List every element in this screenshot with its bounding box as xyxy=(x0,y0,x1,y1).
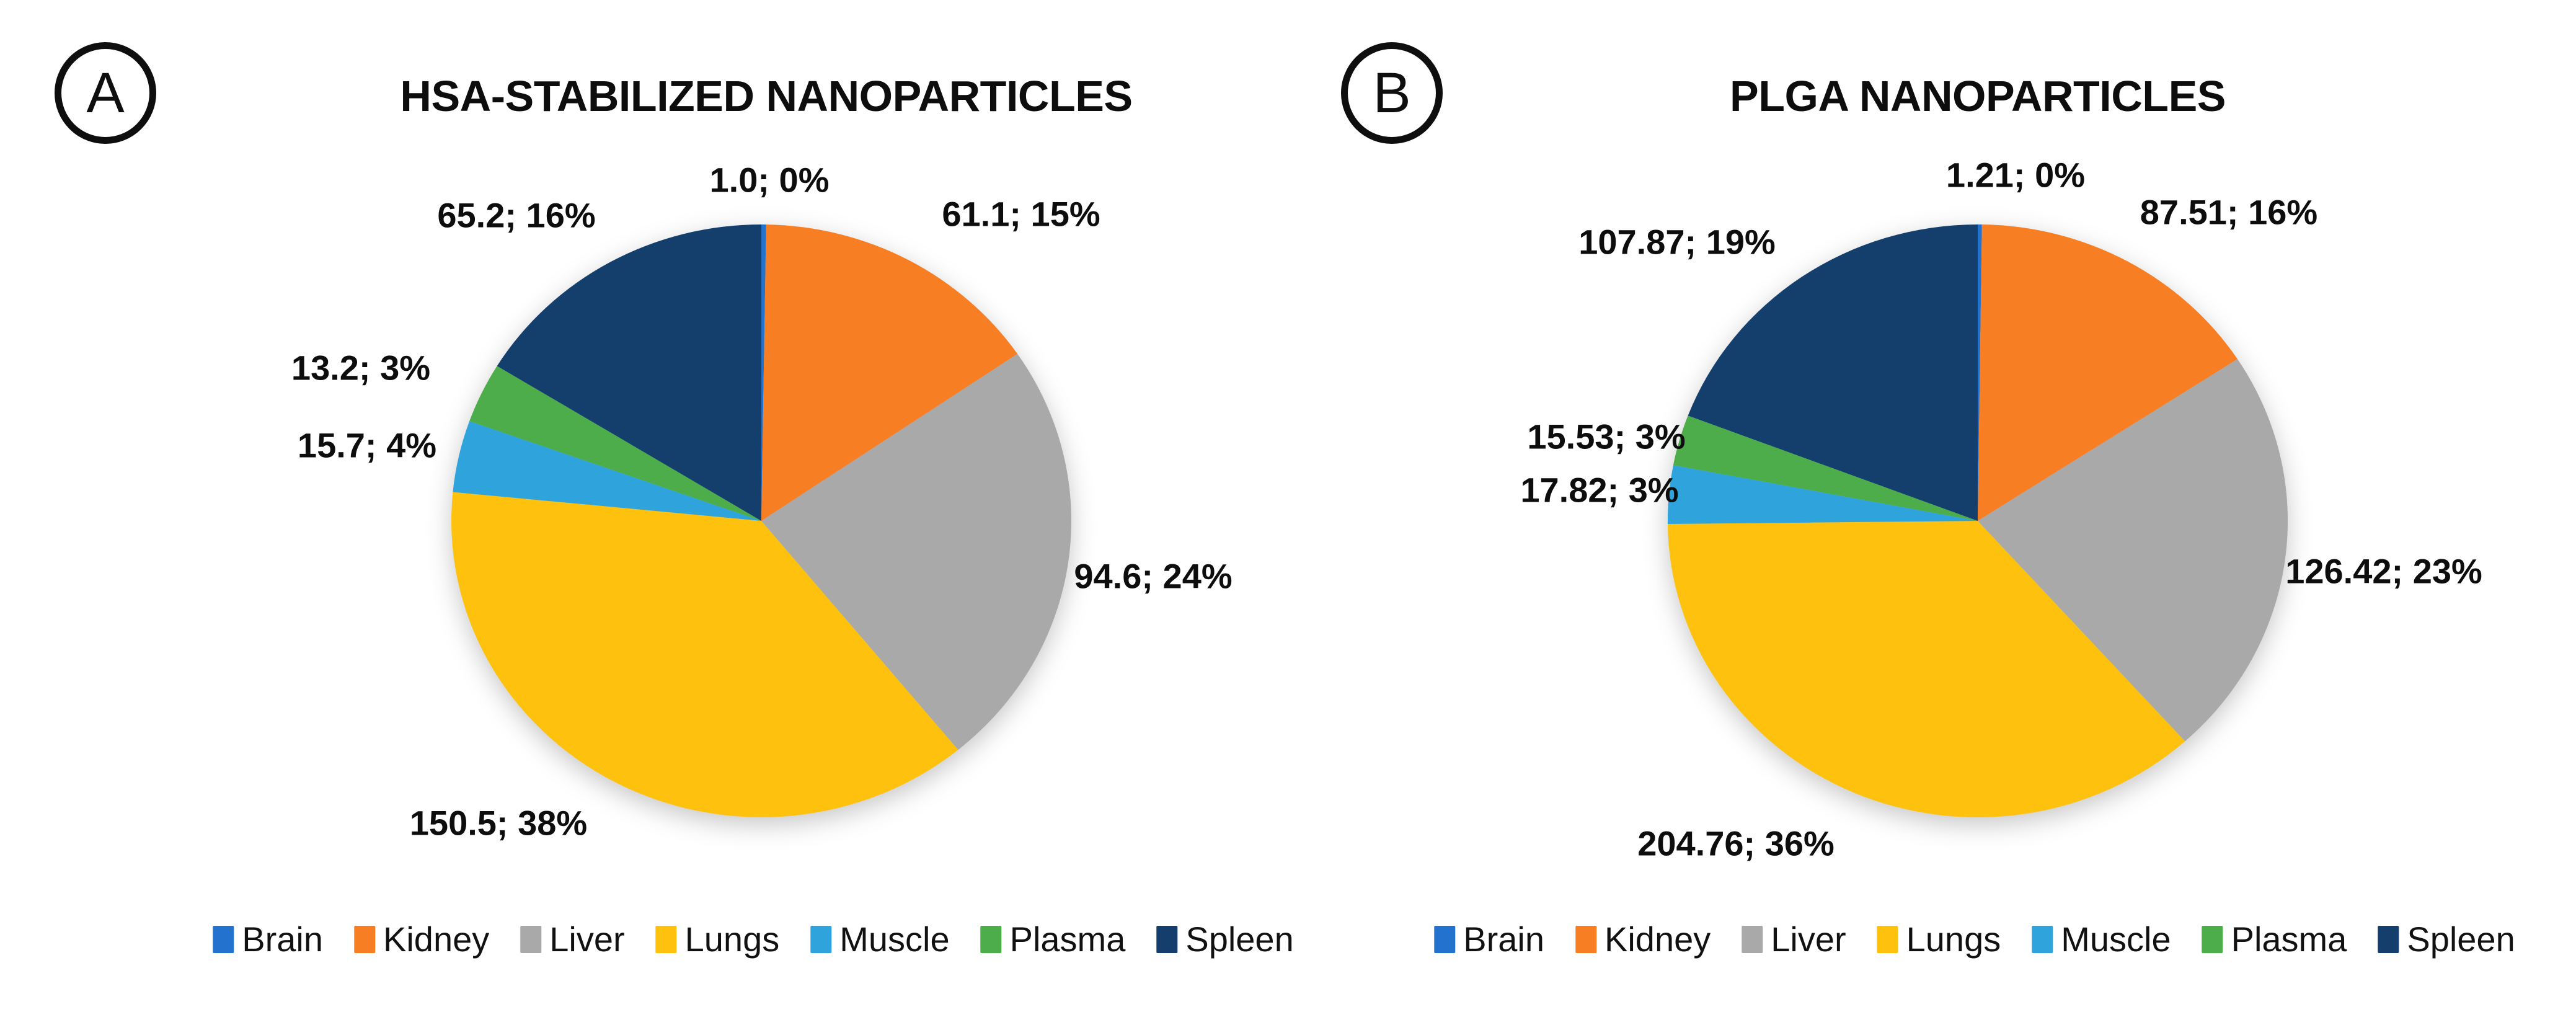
slice-label-brain: 1.21; 0% xyxy=(1946,156,2085,195)
legend-label-spleen: Spleen xyxy=(2407,920,2515,959)
pie-slice-spleen xyxy=(1688,224,1978,521)
slice-label-spleen: 65.2; 16% xyxy=(437,196,595,235)
pie-slice-muscle xyxy=(453,421,761,521)
pie-slice-liver xyxy=(1978,359,2288,742)
legend-item-lungs: Lungs xyxy=(1877,919,2001,959)
legend-label-lungs: Lungs xyxy=(1906,920,2001,959)
legend-item-kidney: Kidney xyxy=(1575,919,1711,959)
slice-label-lungs: 204.76; 36% xyxy=(1637,824,1835,863)
legend-item-kidney: Kidney xyxy=(354,919,489,959)
pie-a xyxy=(451,224,1071,817)
legend-item-spleen: Spleen xyxy=(1156,919,1294,959)
slice-label-lungs: 150.5; 38% xyxy=(410,804,587,843)
legend-item-spleen: Spleen xyxy=(2378,919,2515,959)
legend-item-liver: Liver xyxy=(1742,919,1846,959)
pie-slice-lungs xyxy=(1668,521,2185,818)
legend-item-brain: Brain xyxy=(213,919,323,959)
legend-label-spleen: Spleen xyxy=(1185,920,1294,959)
panel-b-badge: B xyxy=(1341,42,1443,144)
legend-swatch-kidney xyxy=(1575,925,1597,953)
slice-label-muscle: 15.7; 4% xyxy=(298,426,436,465)
legend-item-plasma: Plasma xyxy=(2202,919,2347,959)
legend-label-liver: Liver xyxy=(549,920,625,959)
pie-slice-muscle xyxy=(1667,465,1978,524)
legend-label-kidney: Kidney xyxy=(1604,920,1711,959)
pie-slice-kidney xyxy=(761,224,1018,521)
legend-swatch-brain xyxy=(213,925,234,953)
legend-swatch-liver xyxy=(1742,925,1763,953)
slice-label-kidney: 61.1; 15% xyxy=(942,195,1100,234)
pie-slice-plasma xyxy=(1673,415,1978,521)
legend-label-muscle: Muscle xyxy=(2061,920,2171,959)
legend-swatch-plasma xyxy=(2202,925,2223,953)
panel-a-badge-letter: A xyxy=(86,61,125,125)
legend-label-brain: Brain xyxy=(242,920,324,959)
legend-item-brain: Brain xyxy=(1434,919,1544,959)
legend-swatch-plasma xyxy=(980,925,1002,953)
pie-slice-kidney xyxy=(1978,224,2237,521)
legend-swatch-spleen xyxy=(2378,925,2399,953)
legend-label-lungs: Lungs xyxy=(684,920,780,959)
pie-slice-brain xyxy=(1978,224,1982,521)
legend-item-muscle: Muscle xyxy=(2032,919,2171,959)
legend-swatch-lungs xyxy=(1877,925,1898,953)
legend-swatch-kidney xyxy=(354,925,376,953)
slice-label-plasma: 15.53; 3% xyxy=(1527,417,1685,456)
pie-slice-liver xyxy=(761,353,1071,750)
panel-b-badge-letter: B xyxy=(1373,61,1411,125)
legend-item-plasma: Plasma xyxy=(980,919,1126,959)
legend-label-brain: Brain xyxy=(1463,920,1545,959)
panel-b-title: PLGA NANOPARTICLES xyxy=(1730,72,2226,120)
slice-label-muscle: 17.82; 3% xyxy=(1520,471,1678,510)
legend-label-muscle: Muscle xyxy=(839,920,950,959)
legend-swatch-spleen xyxy=(1156,925,1178,953)
slice-label-kidney: 87.51; 16% xyxy=(2140,193,2317,232)
legend-swatch-brain xyxy=(1434,925,1456,953)
panel-b-legend: Brain Kidney Liver Lungs Muscle Plasma Spleen xyxy=(1434,919,2515,959)
legend-swatch-lungs xyxy=(655,925,677,953)
pie-slice-lungs xyxy=(451,492,958,817)
legend-label-liver: Liver xyxy=(1771,920,1846,959)
panel-a-legend: Brain Kidney Liver Lungs Muscle Plasma Spleen xyxy=(213,919,1294,959)
legend-label-plasma: Plasma xyxy=(1009,920,1126,959)
slice-label-brain: 1.0; 0% xyxy=(710,161,830,200)
slice-label-liver: 126.42; 23% xyxy=(2285,552,2482,591)
pie-slice-brain xyxy=(761,224,766,521)
slice-label-spleen: 107.87; 19% xyxy=(1578,223,1776,262)
legend-item-muscle: Muscle xyxy=(810,919,950,959)
slice-label-liver: 94.6; 24% xyxy=(1074,557,1232,596)
legend-swatch-muscle xyxy=(2032,925,2053,953)
pie-slice-spleen xyxy=(497,224,761,521)
legend-swatch-liver xyxy=(520,925,542,953)
slice-label-plasma: 13.2; 3% xyxy=(291,348,430,388)
legend-item-lungs: Lungs xyxy=(655,919,780,959)
panel-a-badge: A xyxy=(55,42,156,144)
legend-label-kidney: Kidney xyxy=(383,920,490,959)
pie-slice-plasma xyxy=(469,366,761,521)
panel-a-title: HSA-STABILIZED NANOPARTICLES xyxy=(400,72,1133,120)
legend-item-liver: Liver xyxy=(520,919,625,959)
legend-label-plasma: Plasma xyxy=(2231,920,2347,959)
legend-swatch-muscle xyxy=(810,925,832,953)
pie-b xyxy=(1667,224,2288,818)
